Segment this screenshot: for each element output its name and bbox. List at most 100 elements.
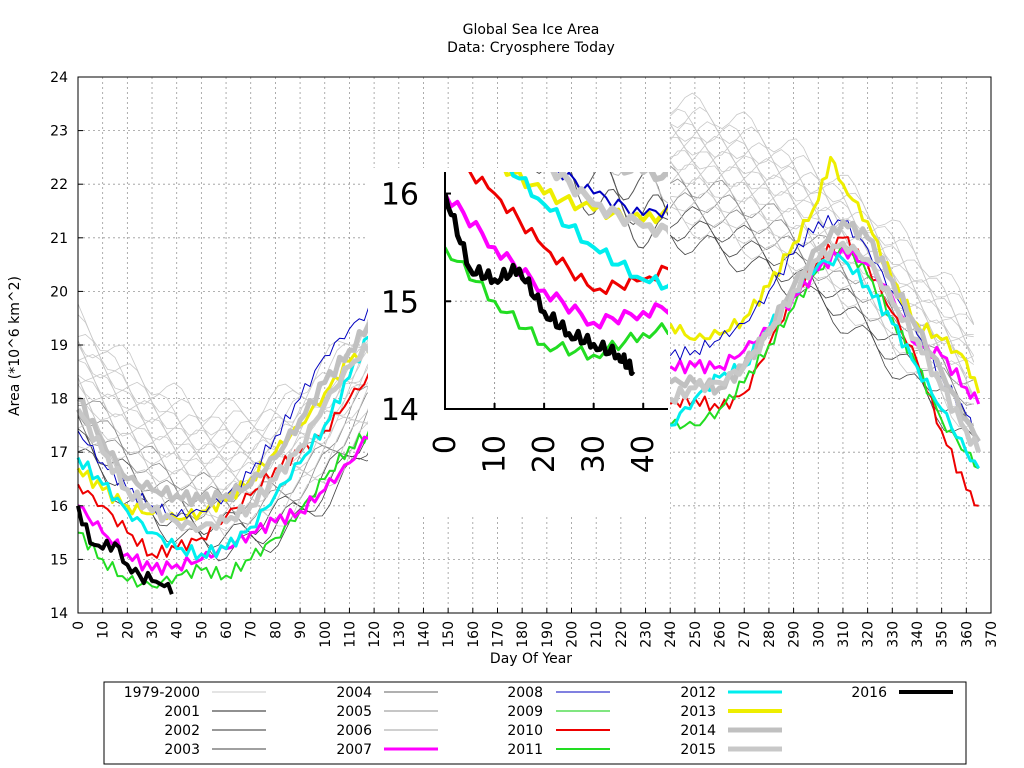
chart-subtitle: Data: Cryosphere Today (447, 40, 615, 56)
x-tick-label: 70 (244, 621, 260, 639)
x-tick-label: 330 (885, 621, 901, 648)
climatology-line (77, 380, 375, 491)
y-tick-label: 21 (50, 231, 68, 247)
y-tick-label: 15 (50, 552, 68, 568)
x-tick-label: 270 (737, 621, 753, 648)
legend-label: 2015 (680, 742, 716, 758)
legend-label: 2008 (507, 685, 543, 701)
legend-label: 2009 (507, 704, 543, 720)
inset-x-tick-label: 0 (428, 435, 463, 454)
climatology-line (77, 384, 375, 506)
climatology-line (77, 314, 375, 444)
x-tick-label: 280 (762, 621, 778, 648)
inset-series-line-2013 (503, 172, 668, 225)
x-tick-label: 340 (910, 621, 926, 648)
x-tick-label: 230 (639, 621, 655, 648)
legend-label: 2014 (680, 723, 716, 739)
y-axis-label: Area (*10^6 km^2) (7, 276, 23, 416)
climatology-line (669, 206, 975, 436)
inset-climatology-line (445, 0, 668, 133)
series-line-2011 (77, 429, 375, 589)
y-tick-label: 19 (50, 338, 68, 354)
legend-label: 2013 (680, 704, 716, 720)
x-tick-label: 60 (219, 621, 235, 639)
legend-item-2016: 2016 (851, 685, 953, 701)
inset-series-line-2011 (445, 246, 668, 361)
series-line-2013 (76, 343, 376, 521)
legend-item-2009: 2009 (507, 704, 610, 720)
legend-label: 2012 (680, 685, 716, 701)
legend-item-2008: 2008 (507, 685, 610, 701)
climatology-line (669, 178, 974, 406)
x-axis-label: Day Of Year (490, 651, 572, 667)
legend-label: 2006 (336, 723, 372, 739)
inset-climatology-line (570, 172, 668, 226)
x-tick-label: 140 (416, 621, 432, 648)
x-tick-label: 40 (170, 621, 186, 639)
y-tick-label: 20 (50, 284, 68, 300)
legend-box (103, 681, 967, 765)
y-tick-label: 16 (50, 499, 68, 515)
x-tick-label: 120 (367, 621, 383, 648)
legend-item-2004: 2004 (336, 685, 438, 701)
climatology-line (670, 136, 975, 363)
x-tick-label: 300 (811, 621, 827, 648)
inset-background (368, 168, 670, 516)
y-tick-label: 22 (50, 177, 68, 193)
x-tick-label: 220 (614, 621, 630, 648)
climatology-line (77, 448, 375, 562)
inset-y-tick-label: 15 (381, 285, 419, 320)
y-tick-label: 23 (50, 124, 68, 140)
inset-x-tick-label: 20 (527, 435, 562, 473)
inset-series-line-2016 (445, 192, 636, 376)
legend-label: 2004 (336, 685, 372, 701)
inset-climatology-line (610, 172, 668, 216)
y-tick-label: 24 (50, 70, 68, 86)
inset-lines (445, 0, 668, 409)
x-tick-label: 90 (293, 621, 309, 639)
climatology-line (670, 206, 974, 428)
y-tick-label: 18 (50, 392, 68, 408)
x-axis-ticks: 0 10 20 30 40 50 60 70 80 90 100 110 120 130 140 150 160… (71, 608, 1000, 648)
legend-label: 1979-2000 (124, 685, 200, 701)
y-tick-label: 14 (50, 606, 68, 622)
x-tick-label: 50 (194, 621, 210, 639)
legend-item-2012: 2012 (680, 685, 782, 701)
climatology-line (77, 415, 375, 536)
x-tick-label: 180 (515, 621, 531, 648)
series-line-2010 (77, 370, 375, 559)
legend-item-2007: 2007 (336, 742, 438, 758)
x-tick-label: 240 (663, 621, 679, 648)
inset-series-line-2007 (445, 192, 668, 330)
series-line-2014 (76, 316, 377, 508)
climatology-line (669, 165, 974, 386)
zoom-inset: 16 15 14 0 10 20 30 40 (368, 0, 670, 516)
inset-series-line-2015 (550, 172, 668, 238)
x-tick-label: 190 (540, 621, 556, 648)
series-line-2012 (670, 252, 981, 470)
series-lines (75, 155, 982, 595)
y-tick-label: 17 (50, 445, 68, 461)
legend: 1979-2000 2001 2002 2003 2004 2005 2006 2007 200… (124, 685, 953, 758)
climatology-line (670, 106, 975, 325)
x-tick-label: 130 (392, 621, 408, 648)
inset-y-tick-label: 16 (381, 178, 419, 213)
x-tick-label: 30 (145, 621, 161, 639)
inset-x-tick-label: 10 (478, 435, 513, 473)
y-axis-ticks: 14 15 16 17 18 19 20 21 22 23 24 (50, 70, 83, 622)
inset-climatology-line (535, 172, 668, 249)
x-tick-label: 80 (268, 621, 284, 639)
inset-series-line-2012 (509, 172, 668, 291)
legend-label: 2002 (164, 723, 200, 739)
legend-item-2011: 2011 (507, 742, 610, 758)
x-tick-label: 110 (342, 621, 358, 648)
x-tick-label: 210 (589, 621, 605, 648)
inset-x-tick-label: 30 (577, 435, 612, 473)
legend-item-2013: 2013 (680, 704, 782, 720)
series-line-2014 (668, 219, 981, 443)
x-tick-label: 20 (120, 621, 136, 639)
legend-item-2003: 2003 (164, 742, 266, 758)
x-tick-label: 200 (565, 621, 581, 648)
x-tick-label: 250 (688, 621, 704, 648)
x-tick-label: 260 (713, 621, 729, 648)
